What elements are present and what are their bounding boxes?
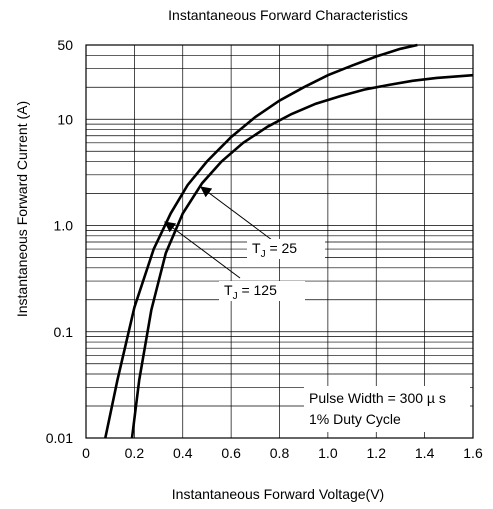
label-tj-125: TJ = 125 (224, 282, 277, 302)
x-tick-label: 0.8 (270, 445, 290, 461)
label-tj-125-bg (219, 281, 305, 301)
y-tick-label: 1.0 (54, 218, 74, 234)
duty-cycle-note: 1% Duty Cycle (309, 411, 401, 427)
y-axis-label: Instantaneous Forward Current (A) (14, 101, 30, 317)
curve-tj-125 (104, 43, 418, 439)
x-axis-label: Instantaneous Forward Voltage(V) (172, 486, 384, 502)
x-tick-label: 1.6 (463, 445, 483, 461)
series-curves (104, 43, 474, 439)
x-tick-label: 1.2 (367, 445, 387, 461)
tick-labels: 0 0.2 0.4 0.6 0.8 1.0 1.2 1.4 1.6 0.01 0.1 1.0 10 50 (46, 37, 483, 461)
x-tick-label: 1.0 (318, 445, 338, 461)
y-tick-label: 10 (57, 111, 73, 127)
annotations: TJ = 25 TJ = 125 Pulse Width = 300 µ s 1% D… (164, 186, 470, 432)
y-tick-label: 0.1 (54, 324, 74, 340)
pulse-width-note: Pulse Width = 300 µ s (309, 390, 446, 406)
y-tick-label: 50 (57, 37, 73, 53)
curve-tj-25 (130, 73, 474, 439)
plot-frame (85, 44, 474, 439)
chart-title: Instantaneous Forward Characteristics (168, 7, 408, 23)
x-tick-label: 0.4 (173, 445, 193, 461)
y-tick-label: 0.01 (46, 430, 73, 446)
x-tick-label: 0.2 (125, 445, 145, 461)
x-tick-label: 0.6 (221, 445, 241, 461)
x-tick-label: 0 (82, 445, 90, 461)
pulse-note-bg (304, 386, 470, 432)
arrow-tj-25 (200, 186, 273, 241)
x-tick-label: 1.4 (415, 445, 435, 461)
label-tj-25: TJ = 25 (252, 240, 297, 260)
label-tj-25-bg (247, 239, 325, 259)
arrow-tj-125 (164, 221, 241, 279)
